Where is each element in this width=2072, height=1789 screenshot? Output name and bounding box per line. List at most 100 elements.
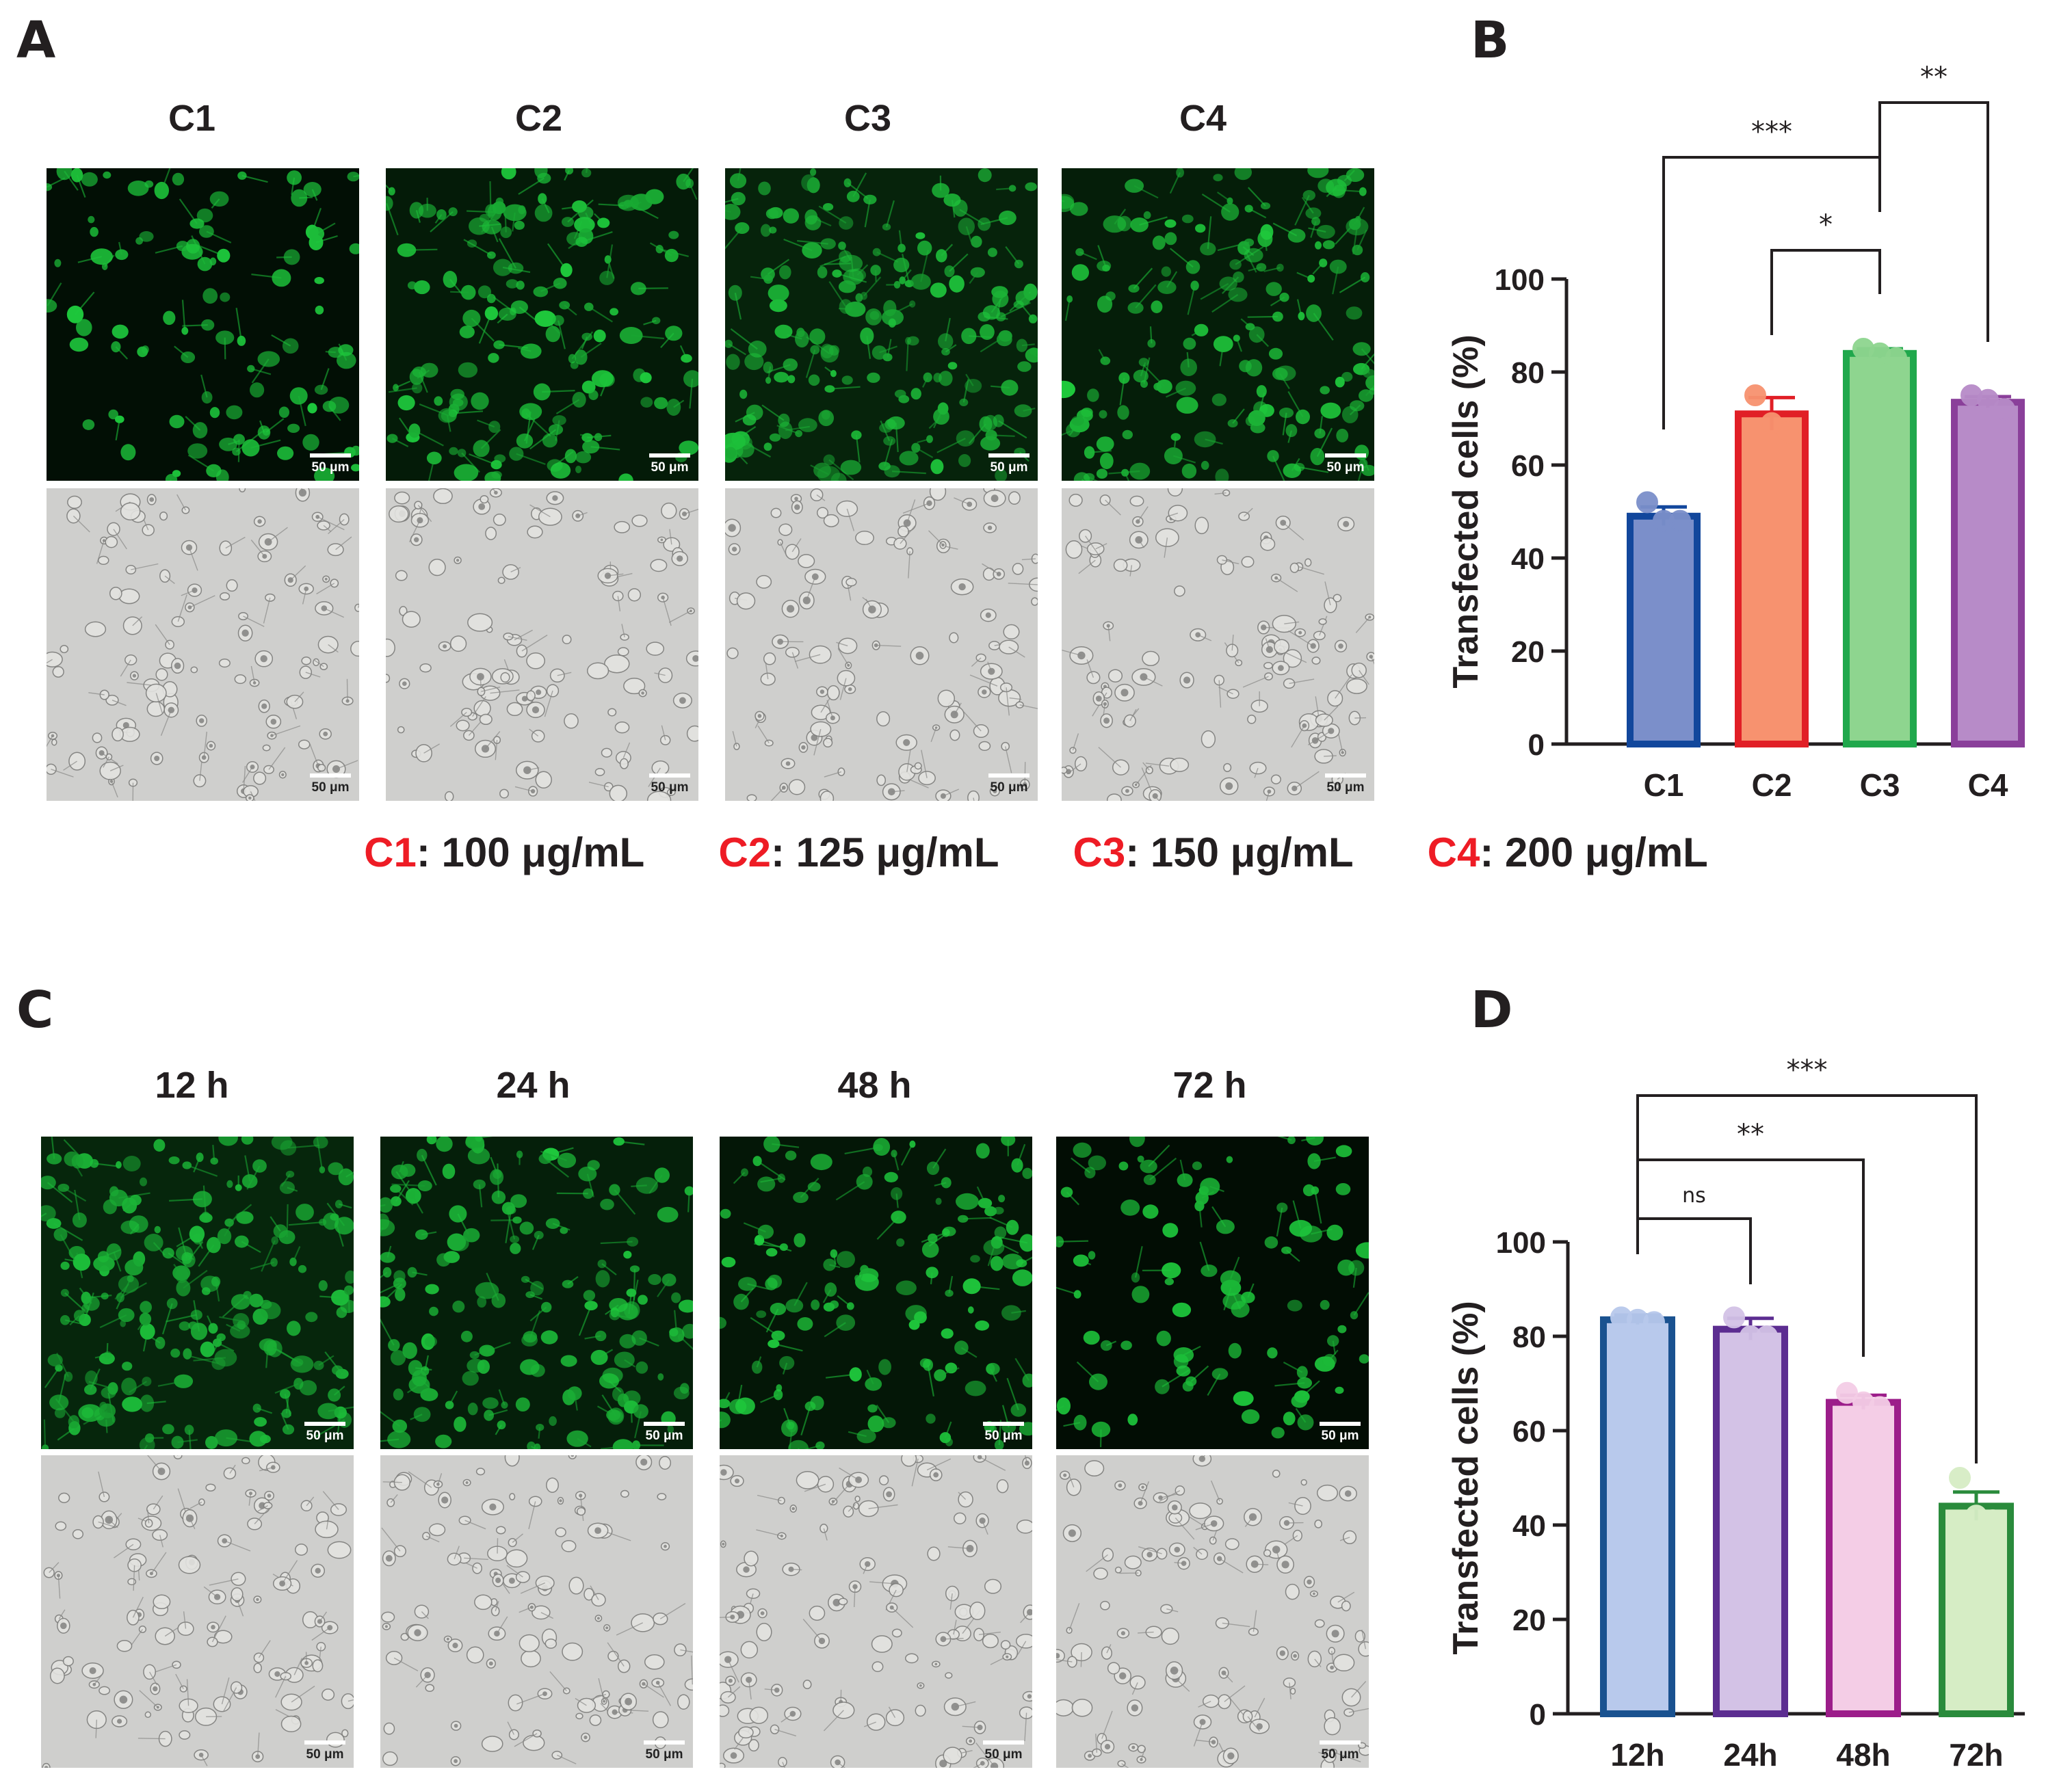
data-point (1982, 1509, 2004, 1532)
scale-bar-line (983, 1740, 1024, 1745)
bar (1735, 410, 1809, 747)
x-tick-label: C4 (1968, 767, 2008, 803)
y-axis-label: Transfected cells (%) (1446, 334, 1486, 688)
scale-bar-label: 50 μm (1326, 460, 1365, 475)
brightfield-image: 50 μm (1056, 1455, 1369, 1768)
scale-bar: 50 μm (648, 773, 692, 795)
data-point (1777, 421, 1799, 444)
bar (1826, 1399, 1901, 1717)
y-tick-label: 20 (1512, 1604, 1546, 1637)
panel-label-a: A (16, 11, 56, 70)
data-point (1761, 412, 1783, 434)
column-title: C3 (843, 98, 892, 139)
y-tick-label: 80 (1511, 356, 1545, 390)
panel-label-c: C (16, 981, 54, 1039)
panel-label-d: D (1471, 981, 1513, 1039)
chart-b: 0 20 40 60 80 100 Transfected cells (%) C1 C2 C3 C… (1446, 62, 2025, 803)
scale-bar-line (644, 1422, 685, 1426)
scale-bar-label: 50 μm (311, 460, 350, 475)
scale-bar: 50 μm (1324, 453, 1367, 475)
scale-bar: 50 μm (648, 453, 692, 475)
bar (1627, 512, 1701, 747)
y-tick-label: 40 (1511, 542, 1545, 576)
column-title: C2 (514, 98, 563, 139)
scale-bar: 50 μm (303, 1422, 347, 1444)
scale-bar: 50 μm (642, 1422, 686, 1444)
scale-bar: 50 μm (982, 1740, 1025, 1762)
y-tick-label: 20 (1511, 635, 1545, 669)
scale-bar-label: 50 μm (645, 1429, 683, 1443)
data-point (1885, 347, 1907, 369)
data-point (1756, 1325, 1778, 1347)
scale-bar: 50 μm (303, 1740, 347, 1762)
panel-label-b: B (1471, 11, 1510, 70)
significance-bracket (1636, 1217, 1752, 1284)
scale-bar-label: 50 μm (1321, 1429, 1359, 1443)
scale-bar-line (649, 773, 690, 778)
column-title: 48 h (837, 1065, 912, 1106)
scale-bar: 50 μm (1318, 1740, 1362, 1762)
scale-bar-line (649, 453, 690, 458)
y-tick-label: 60 (1511, 449, 1545, 483)
brightfield-image: 50 μm (386, 488, 698, 801)
x-tick-label: 12h (1610, 1737, 1664, 1773)
x-tick-label: 72h (1949, 1737, 2003, 1773)
x-tick-label: C2 (1752, 767, 1792, 803)
scale-bar-line (1325, 773, 1366, 778)
brightfield-image: 50 μm (47, 488, 359, 801)
scale-bar: 50 μm (1324, 773, 1367, 795)
legend-text: : 200 μg/mL (1480, 830, 1708, 875)
concentration-legend: C1: 100 μg/mL C2: 125 μg/mL C3: 150 μg/mL C… (0, 829, 2072, 876)
scale-bar-label: 50 μm (984, 1429, 1023, 1443)
brightfield-image: 50 μm (1062, 488, 1374, 801)
fluorescence-image: 50 μm (1056, 1137, 1369, 1449)
data-point (1643, 1311, 1665, 1334)
fluorescence-image: 50 μm (47, 168, 359, 481)
legend-item: C1: 100 μg/mL (364, 830, 644, 875)
significance-bracket (1636, 1094, 1978, 1463)
brightfield-image: 50 μm (720, 1455, 1032, 1768)
scale-bar-line (983, 1422, 1024, 1426)
legend-item: C2: 125 μg/mL (718, 830, 999, 875)
data-point (1836, 1381, 1858, 1404)
scale-bar-line (644, 1740, 685, 1745)
significance-label: *** (1751, 116, 1792, 148)
scale-bar: 50 μm (642, 1740, 686, 1762)
scale-bar: 50 μm (987, 453, 1031, 475)
scale-bar-label: 50 μm (651, 460, 689, 475)
significance-label: * (1819, 209, 1833, 241)
column-title: C1 (168, 98, 216, 139)
data-point (1744, 384, 1766, 406)
scale-bar: 50 μm (309, 453, 352, 475)
column-title: C4 (1179, 98, 1227, 139)
brightfield-image: 50 μm (725, 488, 1038, 801)
scale-bar-label: 50 μm (1321, 1747, 1359, 1762)
y-axis-label: Transfected cells (%) (1446, 1301, 1486, 1654)
y-tick-label: 0 (1528, 728, 1545, 762)
column-title: 24 h (496, 1065, 571, 1106)
scale-bar-label: 50 μm (311, 780, 350, 795)
scale-bar-label: 50 μm (306, 1747, 344, 1762)
significance-label: *** (1787, 1055, 1828, 1086)
scale-bar-line (304, 1422, 345, 1426)
y-tick-label: 100 (1496, 1226, 1546, 1260)
x-tick-label: 24h (1723, 1737, 1777, 1773)
legend-name: C3 (1073, 830, 1126, 875)
scale-bar-label: 50 μm (990, 780, 1028, 795)
fluorescence-image: 50 μm (41, 1137, 354, 1449)
chart-d: 0 20 40 60 80 100 Transfected cells (%) 12h 24h 4… (1446, 1055, 2025, 1773)
significance-label: ** (1737, 1119, 1764, 1150)
data-point (1977, 388, 1999, 411)
legend-text: : 125 μg/mL (771, 830, 999, 875)
significance-bracket (1878, 101, 1989, 342)
scale-bar-line (1320, 1422, 1361, 1426)
x-tick-label: 48h (1836, 1737, 1890, 1773)
y-tick-label: 60 (1512, 1415, 1546, 1448)
scale-bar: 50 μm (309, 773, 352, 795)
fluorescence-image: 50 μm (725, 168, 1038, 481)
data-point (1636, 491, 1658, 514)
bar (1843, 349, 1917, 747)
scale-bar-label: 50 μm (990, 460, 1028, 475)
legend-name: C1 (364, 830, 417, 875)
scale-bar-line (310, 773, 351, 778)
